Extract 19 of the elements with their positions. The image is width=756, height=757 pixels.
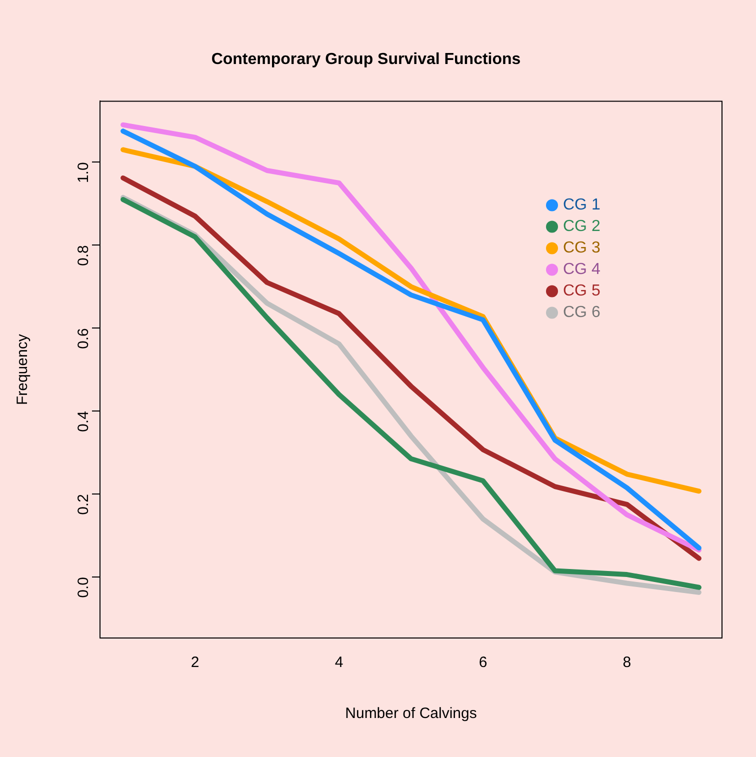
y-tick-label: 1.0 [75,162,92,184]
legend-label: CG 4 [563,261,600,278]
y-tick-label: 0.2 [75,494,92,515]
legend-label: CG 2 [563,218,600,236]
chart-title: Contemporary Group Survival Functions [211,51,521,68]
x-tick-label: 4 [334,654,344,672]
x-axis-title: Number of Calvings [345,705,477,722]
y-tick-label: 0.0 [75,577,92,598]
y-axis-title: Frequency [14,334,32,406]
y-tick-label: 0.6 [75,328,92,349]
y-tick-label: 0.8 [75,245,92,266]
y-tick-label: 0.4 [75,411,92,432]
legend-label: CG 1 [563,196,600,214]
x-tick-label: 6 [478,654,488,672]
legend-label: CG 6 [563,304,600,322]
x-tick-label: 2 [190,654,200,672]
legend-label: CG 5 [563,282,600,300]
x-tick-label: 8 [622,654,632,672]
legend-label: CG 3 [563,240,600,257]
